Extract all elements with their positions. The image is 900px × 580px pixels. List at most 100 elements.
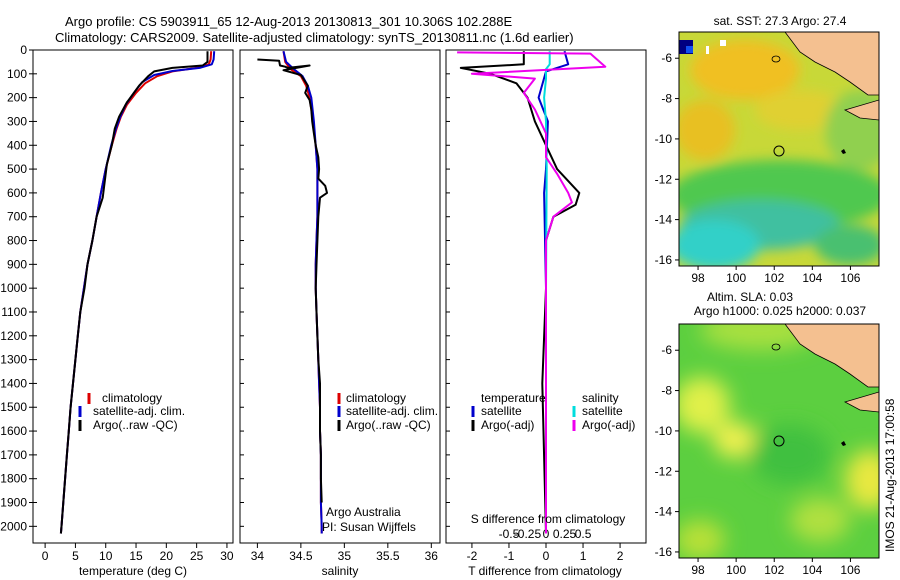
- map-xtick-label: 100: [726, 563, 746, 577]
- depth-ytick-label: 800: [7, 234, 27, 248]
- map-ytick-label: -6: [661, 343, 672, 357]
- difference-xlabel: T difference from climatology: [468, 564, 622, 578]
- island-christmas: [841, 149, 846, 154]
- temperature-legend: climatology satellite-adj. clim. Argo(..…: [78, 391, 185, 432]
- map-xtick-label: 104: [802, 563, 822, 577]
- map-sst-title: sat. SST: 27.3 Argo: 27.4: [714, 14, 847, 28]
- legend-temp-argo-label: Argo(-adj): [481, 418, 534, 432]
- legend-argo-label: Argo(..raw -QC): [346, 418, 431, 432]
- depth-ytick-label: 1000: [0, 281, 27, 295]
- depth-ytick-label: 700: [7, 210, 27, 224]
- depth-ytick-label: 1600: [0, 424, 27, 438]
- depth-ytick-label: 100: [7, 67, 27, 81]
- depth-ytick-label: 1500: [0, 400, 27, 414]
- sst-cool-patch: [679, 220, 760, 266]
- legend-sal-argo-label: Argo(-adj): [582, 418, 635, 432]
- map-ytick-label: -12: [655, 172, 673, 186]
- temperature-panel-frame: [32, 49, 234, 544]
- map-sst: [679, 32, 879, 266]
- sst-warm-patch: [690, 40, 800, 100]
- difference-series-temperature-satellite: [537, 50, 570, 534]
- map-ytick-label: -6: [661, 51, 672, 65]
- land-java: [843, 391, 879, 413]
- difference-top-tick-label: 0.25: [553, 527, 577, 541]
- depth-ytick-label: 500: [7, 162, 27, 176]
- temperature-xtick-label: 15: [129, 549, 143, 563]
- map-xtick-label: 106: [840, 271, 860, 285]
- figure-title-line2: Climatology: CARS2009. Satellite-adjuste…: [55, 30, 574, 45]
- map-ytick-label: -10: [655, 132, 673, 146]
- difference-top-tick-label: -0.25: [514, 527, 542, 541]
- difference-legend-temperature: temperature satellite Argo(-adj): [471, 391, 546, 432]
- temperature-xtick-label: 0: [42, 549, 49, 563]
- sst-missing-pixel: [706, 46, 709, 54]
- salinity-legend: climatology satellite-adj. clim. Argo(..…: [337, 391, 438, 432]
- difference-xtick-label: 2: [617, 549, 624, 563]
- difference-xtick-label: -1: [504, 549, 515, 563]
- temperature-xtick-label: 30: [220, 549, 234, 563]
- salinity-xlabel: salinity: [322, 564, 359, 578]
- sla-low-patch: [750, 425, 830, 485]
- legend-argo-label: Argo(..raw -QC): [93, 418, 178, 432]
- temperature-xtick-label: 20: [160, 549, 174, 563]
- salinity-annotation-org: Argo Australia: [326, 505, 401, 519]
- depth-ytick-label: 1200: [0, 329, 27, 343]
- depth-ytick-label: 1100: [1, 305, 27, 319]
- salinity-panel-frame: [239, 49, 441, 544]
- depth-ytick-label: 200: [7, 91, 27, 105]
- map-xtick-label: 104: [802, 271, 822, 285]
- depth-ytick-label: 0: [20, 43, 27, 57]
- temperature-xtick-label: 5: [72, 549, 79, 563]
- map-sst-frame: [678, 31, 880, 267]
- temperature-xtick-label: 10: [99, 549, 113, 563]
- sla-high-patch: [790, 498, 850, 542]
- temperature-xlabel: temperature (deg C): [79, 564, 187, 578]
- depth-ytick-label: 2000: [0, 519, 27, 533]
- map-sla-float-marker: [773, 435, 785, 447]
- depth-ytick-label: 400: [7, 138, 27, 152]
- salinity-xtick-label: 34: [251, 549, 265, 563]
- depth-ytick-label: 300: [7, 114, 27, 128]
- sst-cool-patch: [825, 90, 879, 170]
- depth-ytick-label: 1400: [0, 376, 27, 390]
- map-sst-axes: 98 100 102 104 106 -6 -8 -10 -12 -14 -16: [655, 51, 861, 285]
- map-sla-title-line1: Altim. SLA: 0.03: [707, 290, 793, 304]
- island-enggano: [771, 55, 781, 63]
- legend-salinity-title: salinity: [582, 391, 619, 405]
- map-ytick-label: -10: [655, 424, 673, 438]
- legend-climatology-label: climatology: [346, 391, 406, 405]
- depth-ytick-label: 1700: [0, 448, 27, 462]
- map-ytick-label: -12: [655, 464, 673, 478]
- legend-satellite-label: satellite-adj. clim.: [346, 404, 438, 418]
- depth-ytick-label: 1900: [0, 496, 27, 510]
- salinity-panel: 34 34.5 35 35.5 36: [240, 49, 438, 563]
- land-sumatra: [784, 32, 879, 96]
- difference-legend-salinity: salinity satellite Argo(-adj): [572, 391, 635, 432]
- map-xtick-label: 98: [691, 271, 705, 285]
- sst-warm-patch: [679, 100, 735, 160]
- temperature-xtick-label: 25: [190, 549, 204, 563]
- map-ytick-label: -14: [655, 505, 673, 519]
- sla-high-patch: [845, 450, 879, 510]
- depth-ytick-label: 1300: [0, 353, 27, 367]
- map-ytick-label: -8: [661, 92, 672, 106]
- map-xtick-label: 106: [840, 563, 860, 577]
- temperature-series-argo-raw-qc: [59, 51, 209, 534]
- legend-temp-satellite-label: satellite: [481, 404, 522, 418]
- salinity-xtick-label: 34.5: [289, 549, 313, 563]
- map-sst-float-marker: [773, 145, 785, 157]
- map-sla-title-line2: Argo h1000: 0.025 h2000: 0.037: [694, 304, 866, 318]
- difference-xtick-label: 0: [543, 549, 550, 563]
- legend-climatology-label: climatology: [102, 391, 162, 405]
- difference-xtick-label: -2: [467, 549, 478, 563]
- salinity-xtick-label: 35.5: [376, 549, 400, 563]
- map-xtick-label: 98: [691, 563, 705, 577]
- legend-temperature-title: temperature: [481, 391, 546, 405]
- map-ytick-label: -16: [655, 545, 673, 559]
- depth-ytick-label: 600: [7, 186, 27, 200]
- legend-satellite-label: satellite-adj. clim.: [93, 404, 185, 418]
- map-ytick-label: -16: [655, 253, 673, 267]
- salinity-series-argo-raw-qc: [257, 58, 328, 503]
- difference-top-tick-label: -0.5: [499, 527, 520, 541]
